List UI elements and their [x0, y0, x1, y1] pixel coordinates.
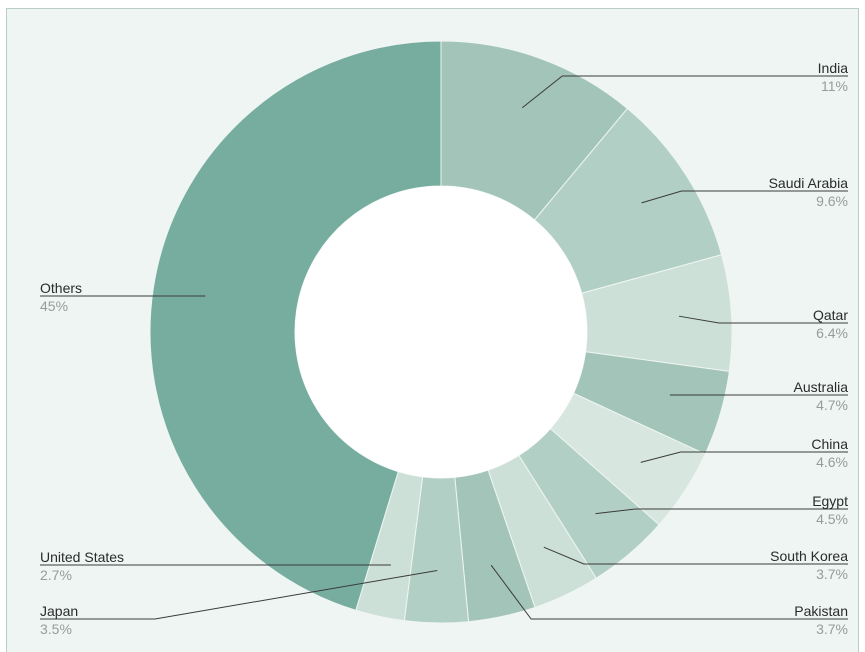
- leader-china: [640, 451, 848, 463]
- label-name-china: China: [811, 436, 848, 452]
- label-value-australia: 4.7%: [816, 397, 848, 413]
- label-name-south-korea: South Korea: [770, 548, 848, 564]
- label-value-others: 45%: [40, 298, 68, 314]
- label-name-india: India: [818, 60, 849, 76]
- label-name-egypt: Egypt: [812, 493, 848, 509]
- label-name-japan: Japan: [40, 603, 78, 619]
- leader-pakistan: [490, 564, 848, 620]
- slice-labels: India 11% Saudi Arabia 9.6% Qatar 6.4% Austral…: [40, 60, 848, 637]
- label-value-china: 4.6%: [816, 454, 848, 470]
- donut-slices: [149, 40, 733, 624]
- donut-hole: [295, 186, 587, 478]
- label-value-japan: 3.5%: [40, 621, 72, 637]
- leader-egypt: [595, 508, 848, 515]
- label-value-qatar: 6.4%: [816, 325, 848, 341]
- label-name-pakistan: Pakistan: [794, 603, 848, 619]
- label-value-south-korea: 3.7%: [816, 566, 848, 582]
- label-name-saudi-arabia: Saudi Arabia: [769, 175, 849, 191]
- label-name-australia: Australia: [794, 379, 849, 395]
- label-value-india: 11%: [821, 78, 848, 94]
- label-value-united-states: 2.7%: [40, 567, 72, 583]
- leader-saudi-arabia: [641, 190, 848, 204]
- label-name-others: Others: [40, 280, 82, 296]
- label-name-united-states: United States: [40, 549, 124, 565]
- leader-south-korea: [543, 546, 848, 565]
- label-value-egypt: 4.5%: [816, 511, 848, 527]
- leader-qatar: [678, 315, 848, 324]
- leader-lines: [40, 75, 848, 620]
- label-value-pakistan: 3.7%: [816, 621, 848, 637]
- leader-japan: [40, 569, 438, 620]
- label-name-qatar: Qatar: [813, 307, 848, 323]
- leader-india: [521, 75, 848, 109]
- label-value-saudi-arabia: 9.6%: [816, 193, 848, 209]
